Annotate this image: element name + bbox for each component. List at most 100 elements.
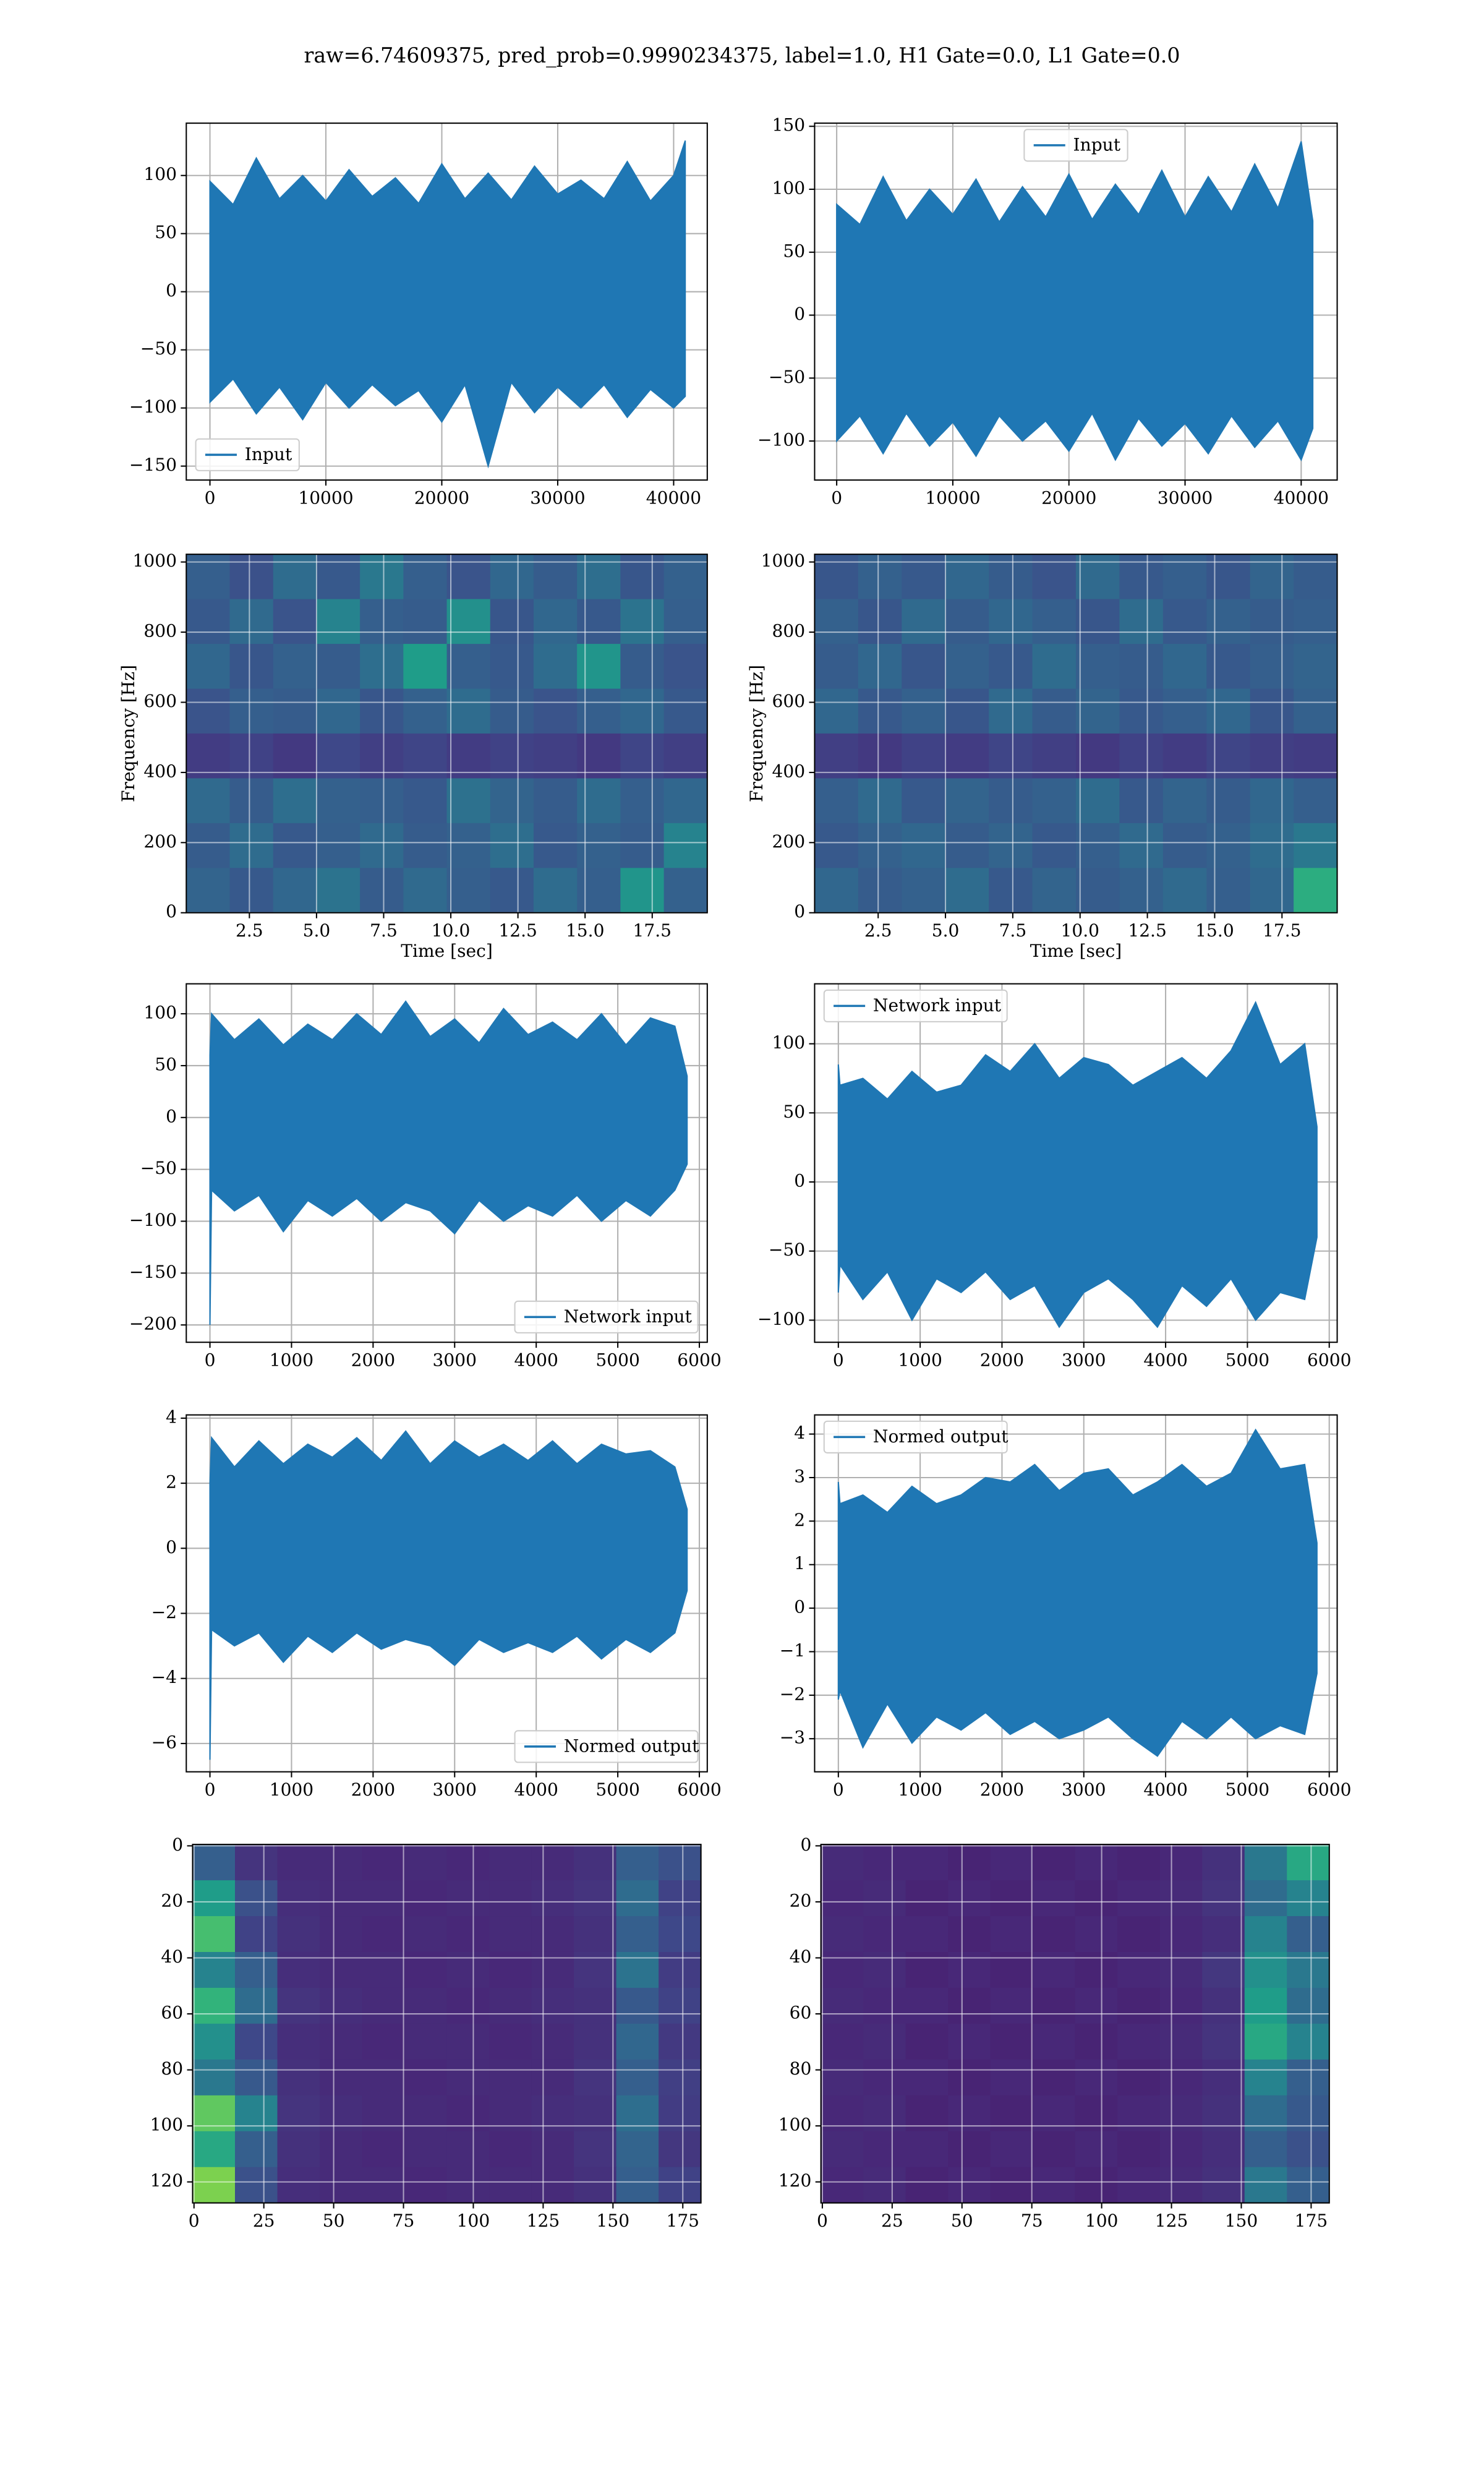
heatmap-cell <box>577 688 621 734</box>
heatmap-cell <box>446 1880 490 1917</box>
y-tick-label: −150 <box>129 1262 177 1282</box>
heatmap-cell <box>192 2131 236 2168</box>
heatmap-cell <box>902 554 946 600</box>
heatmap-cell <box>446 554 491 600</box>
heatmap-cell <box>362 2059 406 2096</box>
heatmap-cell <box>192 2167 236 2203</box>
heatmap-cell <box>821 1844 864 1881</box>
heatmap-cell <box>446 1844 490 1881</box>
y-tick-label: 600 <box>772 691 806 711</box>
heatmap-cell <box>1075 2059 1119 2096</box>
x-tick-label: 75 <box>1021 2211 1043 2231</box>
legend-label: Normed output <box>564 1736 699 1757</box>
heatmap-cell <box>1287 1916 1329 1953</box>
y-tick-label: 50 <box>783 241 805 261</box>
heatmap-cell <box>1287 1880 1329 1917</box>
heatmap-cell <box>902 868 946 913</box>
x-tick-label: 7.5 <box>999 920 1027 941</box>
x-tick-label: 3000 <box>1062 1779 1106 1800</box>
heatmap-cell <box>1206 554 1251 600</box>
heatmap-cell <box>1033 1987 1076 2024</box>
y-tick-label: 0 <box>172 1834 183 1855</box>
heatmap-cell <box>490 599 535 645</box>
heatmap-cell <box>989 778 1033 824</box>
heatmap-cell <box>1162 554 1208 600</box>
x-tick-label: 25 <box>253 2211 275 2231</box>
heatmap-cell <box>316 823 361 869</box>
axes-frame <box>186 122 708 481</box>
heatmap-cell <box>446 599 491 645</box>
heatmap-cell <box>1033 1880 1076 1917</box>
heatmap-cell <box>1250 688 1295 734</box>
y-tick-label: 100 <box>143 1003 177 1023</box>
subplot: 0 10000 20000 30000 40000 −100 −50 0 50 100 150 Inp… <box>757 115 1338 508</box>
y-tick-label: −100 <box>129 396 177 417</box>
x-tick-label: 5.0 <box>303 920 331 941</box>
heatmap-cell <box>362 2131 406 2168</box>
y-tick-label: 80 <box>161 2058 183 2079</box>
heatmap-cell <box>620 733 665 779</box>
heatmap-cell <box>663 554 707 600</box>
y-tick-label: −6 <box>151 1732 177 1752</box>
heatmap-cell <box>403 644 448 690</box>
heatmap-cell <box>821 2059 864 2096</box>
y-tick-label: −50 <box>769 367 805 387</box>
heatmap-cell <box>863 1880 906 1917</box>
heatmap-cell <box>814 733 859 779</box>
heatmap-cell <box>446 1987 490 2024</box>
heatmap-cell <box>1075 2023 1119 2060</box>
heatmap-cell <box>1117 1880 1161 1917</box>
heatmap-cell <box>1119 554 1164 600</box>
heatmap-cell <box>489 1880 532 1917</box>
x-tick-label: 0 <box>205 1779 216 1800</box>
heatmap-cell <box>1033 2131 1076 2168</box>
heatmap-cell <box>320 1916 363 1953</box>
subplot: 2.5 5.0 7.5 10.0 12.5 15.0 17.5 0 200 400 600 800 10… <box>746 550 1338 961</box>
heatmap-cell <box>990 2023 1034 2060</box>
heatmap-cell <box>902 599 946 645</box>
x-tick-label: 30000 <box>530 487 585 508</box>
heatmap-cell <box>403 868 448 913</box>
signal-envelope <box>209 140 686 469</box>
y-tick-label: 100 <box>772 178 806 199</box>
heatmap-cell <box>186 688 231 734</box>
heatmap-cell <box>574 2131 617 2168</box>
heatmap-cell <box>577 823 621 869</box>
heatmap-cell <box>531 1916 575 1953</box>
heatmap-cell <box>1294 823 1337 869</box>
heatmap-cell <box>1287 2167 1329 2203</box>
heatmap-cell <box>533 733 578 779</box>
heatmap-cell <box>533 644 578 690</box>
heatmap-cell <box>490 554 535 600</box>
y-tick-label: 800 <box>772 621 806 641</box>
x-tick-label: 10000 <box>298 487 353 508</box>
x-tick-label: 30000 <box>1158 487 1213 508</box>
heatmap-cell <box>905 2131 949 2168</box>
heatmap-cell <box>1117 1916 1161 1953</box>
heatmap-cell <box>1206 868 1251 913</box>
heatmap-cell <box>1287 1987 1329 2024</box>
heatmap-cell <box>489 2059 532 2096</box>
heatmap-cell <box>490 868 535 913</box>
heatmap-cell <box>362 1844 406 1881</box>
heatmap-cell <box>905 1987 949 2024</box>
heatmap-cell <box>1032 733 1077 779</box>
heatmap-cell <box>320 2059 363 2096</box>
heatmap-cell <box>316 599 361 645</box>
x-axis-label: Time [sec] <box>401 941 493 961</box>
heatmap-cell <box>659 2131 701 2168</box>
heatmap-cell <box>1244 2131 1288 2168</box>
heatmap-cell <box>404 1844 448 1881</box>
legend-label: Input <box>1073 135 1121 155</box>
heatmap-cell <box>1202 2059 1245 2096</box>
heatmap-cell <box>531 2131 575 2168</box>
heatmap-cell <box>235 2131 278 2168</box>
y-tick-label: 80 <box>790 2058 812 2079</box>
heatmap-cell <box>1162 644 1208 690</box>
heatmap-cell <box>814 644 859 690</box>
x-tick-label: 0 <box>205 487 216 508</box>
heatmap-cell <box>490 644 535 690</box>
heatmap-cell <box>1202 1987 1245 2024</box>
heatmap-cell <box>814 868 859 913</box>
heatmap-cell <box>1250 823 1295 869</box>
